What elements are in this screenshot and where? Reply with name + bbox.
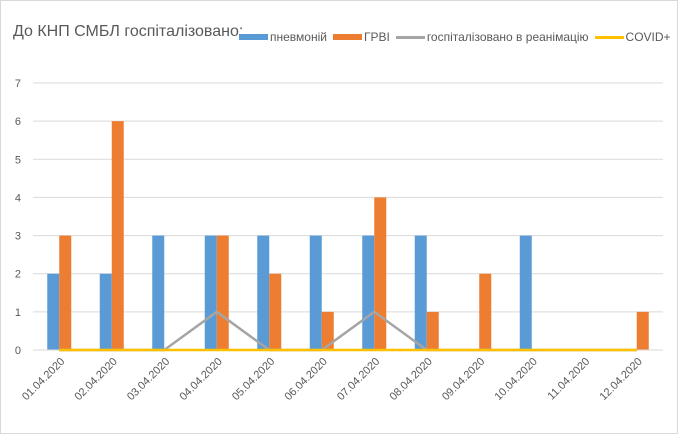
bar-grvi-6 bbox=[374, 197, 387, 350]
bar-pneumonia-7 bbox=[414, 235, 427, 350]
x-tick-label: 06.04.2020 bbox=[282, 356, 329, 403]
legend: пневмоній ГРВІ госпіталізовано в реаніма… bbox=[239, 30, 677, 44]
bar-grvi-5 bbox=[321, 311, 334, 350]
legend-label-icu: госпіталізовано в реанімацію bbox=[426, 30, 589, 44]
y-tick-label: 1 bbox=[15, 307, 21, 319]
x-tick-label: 07.04.2020 bbox=[335, 356, 382, 403]
bar-pneumonia-1 bbox=[99, 273, 112, 350]
x-tick-label: 02.04.2020 bbox=[72, 356, 119, 403]
legend-item-grvi: ГРВІ bbox=[332, 30, 390, 44]
legend-label-pneumonia: пневмоній bbox=[270, 30, 327, 44]
x-tick-label: 10.04.2020 bbox=[492, 356, 539, 403]
y-tick-label: 0 bbox=[15, 345, 21, 357]
x-tick-label: 12.04.2020 bbox=[597, 356, 644, 403]
x-tick-label: 01.04.2020 bbox=[20, 356, 67, 403]
bar-grvi-7 bbox=[426, 311, 439, 350]
x-tick-label: 03.04.2020 bbox=[125, 356, 172, 403]
bar-pneumonia-2 bbox=[152, 235, 165, 350]
bar-grvi-4 bbox=[269, 273, 282, 350]
legend-item-icu: госпіталізовано в реанімацію bbox=[395, 30, 589, 44]
y-tick-label: 2 bbox=[15, 269, 21, 281]
bar-pneumonia-0 bbox=[47, 273, 60, 350]
bar-grvi-3 bbox=[216, 235, 229, 350]
y-tick-label: 3 bbox=[15, 231, 21, 243]
bar-pneumonia-9 bbox=[519, 235, 532, 350]
bar-pneumonia-5 bbox=[309, 235, 322, 350]
legend-label-grvi: ГРВІ bbox=[363, 30, 390, 44]
chart-title: До КНП СМБЛ госпіталізовано: bbox=[13, 23, 244, 40]
y-tick-label: 4 bbox=[15, 192, 21, 204]
bar-pneumonia-6 bbox=[362, 235, 375, 350]
y-tick-label: 5 bbox=[15, 154, 21, 166]
legend-label-covid: COVID+ bbox=[625, 30, 671, 44]
legend-item-pneumonia: пневмоній bbox=[239, 30, 327, 44]
legend-swatch-pneumonia bbox=[239, 34, 268, 40]
line-series-icu bbox=[59, 310, 637, 352]
bar-grvi-0 bbox=[59, 235, 72, 350]
bar-grvi-1 bbox=[111, 121, 124, 351]
x-tick-label: 11.04.2020 bbox=[546, 356, 593, 403]
y-tick-label: 6 bbox=[15, 116, 21, 128]
legend-item-covid: COVID+ bbox=[594, 30, 671, 44]
x-tick-label: 08.04.2020 bbox=[387, 356, 434, 403]
bar-grvi-8 bbox=[479, 273, 492, 350]
x-tick-label: 09.04.2020 bbox=[440, 356, 487, 403]
legend-swatch-icu bbox=[395, 35, 425, 39]
legend-swatch-covid bbox=[594, 35, 624, 39]
legend-swatch-grvi bbox=[332, 34, 362, 40]
y-tick-label: 7 bbox=[15, 78, 21, 90]
bar-pneumonia-4 bbox=[257, 235, 270, 350]
x-tick-label: 04.04.2020 bbox=[177, 356, 224, 403]
x-tick-label: 05.04.2020 bbox=[230, 356, 277, 403]
bar-pneumonia-3 bbox=[204, 235, 217, 350]
bar-grvi-11 bbox=[636, 311, 649, 350]
